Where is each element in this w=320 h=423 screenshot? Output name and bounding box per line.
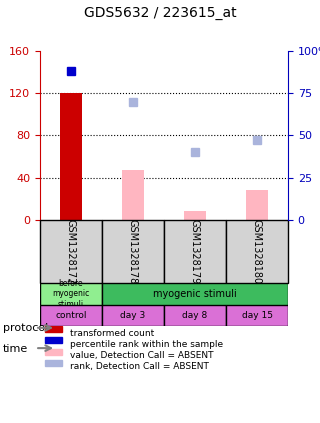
Bar (184, 212, 206, 220)
Bar (60, 93, 82, 220)
Text: day 3: day 3 (120, 310, 146, 320)
Text: GSM1328178: GSM1328178 (128, 219, 138, 284)
FancyBboxPatch shape (102, 283, 288, 305)
FancyBboxPatch shape (226, 220, 288, 283)
Text: value, Detection Call = ABSENT: value, Detection Call = ABSENT (70, 351, 213, 360)
Text: percentile rank within the sample: percentile rank within the sample (70, 340, 223, 349)
Text: day 8: day 8 (182, 310, 208, 320)
FancyBboxPatch shape (40, 305, 102, 326)
Text: GSM1328180: GSM1328180 (252, 219, 262, 284)
Bar (246, 190, 268, 220)
FancyBboxPatch shape (164, 220, 226, 283)
Bar (122, 170, 144, 220)
FancyBboxPatch shape (164, 305, 226, 326)
Text: rank, Detection Call = ABSENT: rank, Detection Call = ABSENT (70, 362, 209, 371)
FancyBboxPatch shape (102, 305, 164, 326)
Text: before
myogenic
stimuli: before myogenic stimuli (52, 279, 90, 309)
Text: protocol: protocol (3, 323, 48, 333)
Text: myogenic stimuli: myogenic stimuli (153, 289, 237, 299)
Bar (45, 349, 62, 354)
FancyBboxPatch shape (40, 220, 102, 283)
FancyBboxPatch shape (226, 305, 288, 326)
Bar (45, 360, 62, 366)
Text: GSM1328179: GSM1328179 (190, 219, 200, 284)
Text: GDS5632 / 223615_at: GDS5632 / 223615_at (84, 6, 236, 20)
FancyBboxPatch shape (40, 283, 102, 305)
Text: day 15: day 15 (242, 310, 273, 320)
FancyBboxPatch shape (102, 220, 164, 283)
Bar (45, 338, 62, 343)
Text: GSM1328177: GSM1328177 (66, 219, 76, 284)
Text: time: time (3, 344, 28, 354)
Text: control: control (55, 310, 87, 320)
Text: transformed count: transformed count (70, 329, 154, 338)
Bar (45, 326, 62, 332)
